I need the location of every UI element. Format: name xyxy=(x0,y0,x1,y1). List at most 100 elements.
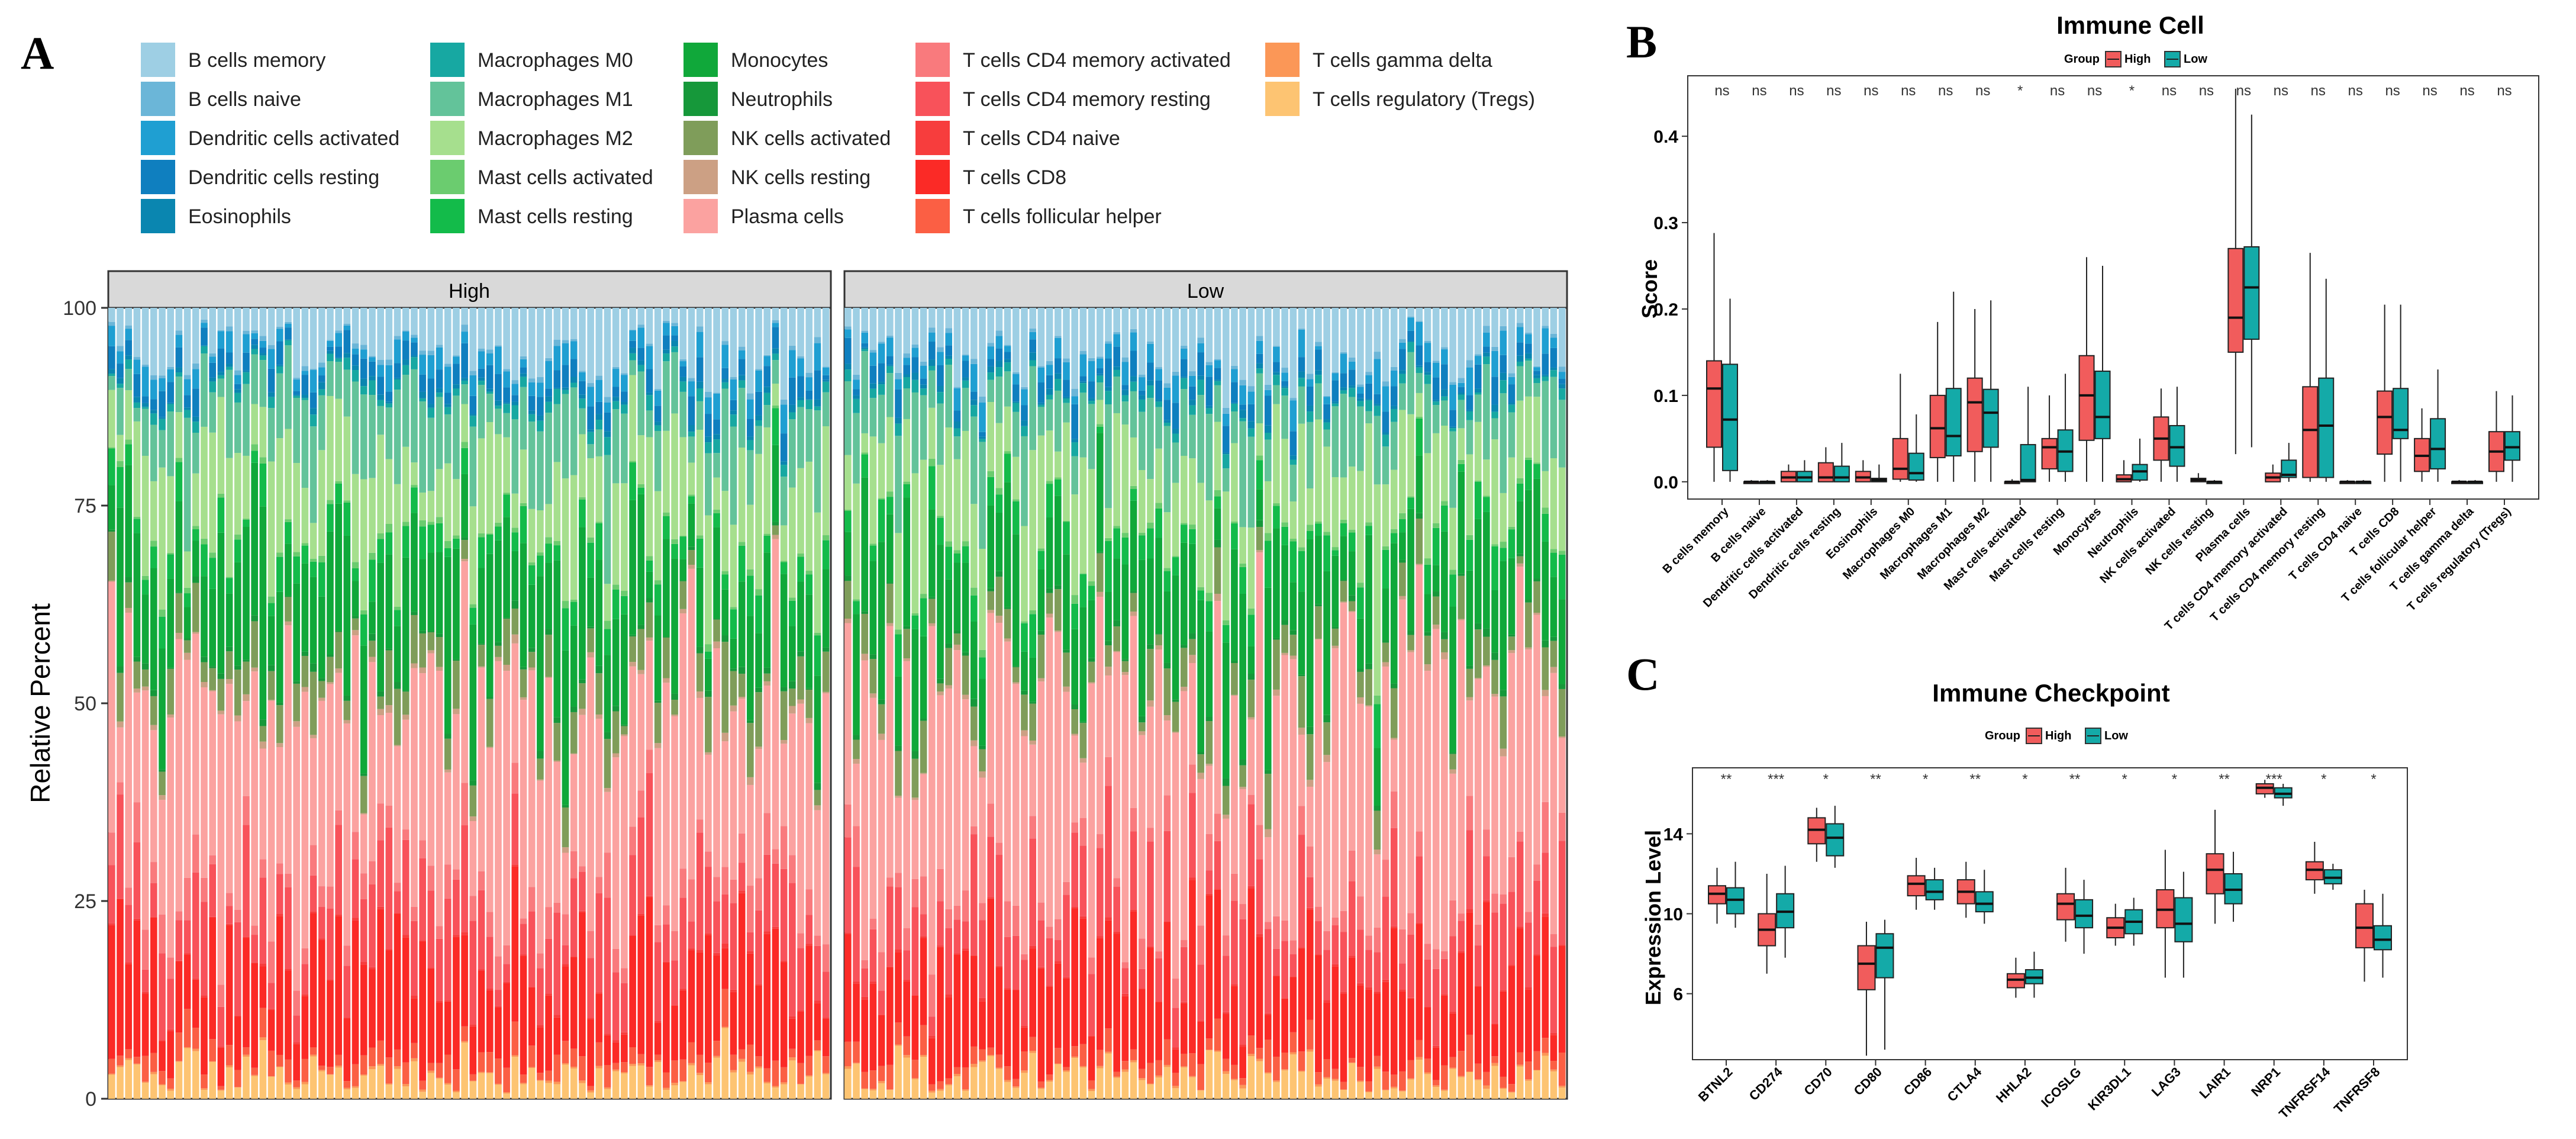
bar-segment-plasma-cells xyxy=(688,568,695,880)
bar-segment-t-cells-follicular-helper xyxy=(1424,1058,1432,1073)
bar-segment-macrophages-m1 xyxy=(570,387,578,475)
bar-segment-t-cells-gamma-delta xyxy=(1130,1060,1137,1063)
bar-segment-t-cells-follicular-helper xyxy=(1113,1072,1120,1077)
bar-segment-mast-cells-activated xyxy=(903,481,911,484)
bar-segment-nk-cells-activated xyxy=(730,671,737,706)
bar-segment-t-cells-cd4-memory-activated xyxy=(895,873,902,887)
bar-segment-macrophages-m1 xyxy=(117,388,124,435)
bar-segment-t-cells-regulatory-tregs xyxy=(436,1078,443,1099)
bar-segment-eosinophils xyxy=(167,403,175,404)
bar-segment-t-cells-gamma-delta xyxy=(679,1081,687,1082)
bar-segment-t-cells-cd8 xyxy=(869,983,877,1071)
bar-segment-dendritic-cells-activated xyxy=(469,375,477,396)
bar-segment-t-cells-regulatory-tregs xyxy=(1012,1087,1020,1099)
bar-segment-mast-cells-activated xyxy=(108,447,115,449)
bar-segment-b-cells-naive xyxy=(1306,374,1314,379)
box-lair1-low xyxy=(2224,851,2243,922)
bar-segment-mast-cells-resting xyxy=(911,615,919,629)
bar-segment-b-cells-memory xyxy=(285,308,292,322)
bar-segment-macrophages-m1 xyxy=(797,407,804,468)
bar-segment-t-cells-cd4-memory-resting xyxy=(1449,936,1456,1012)
bar-segment-macrophages-m2 xyxy=(730,525,737,607)
bar-segment-t-cells-cd8 xyxy=(713,955,720,1041)
bar-segment-macrophages-m1 xyxy=(1004,371,1011,407)
bar-segment-mast-cells-activated xyxy=(183,587,191,594)
bar-segment-neutrophils xyxy=(1264,770,1272,774)
bar-segment-eosinophils xyxy=(276,365,283,366)
bar-segment-macrophages-m1 xyxy=(318,395,325,451)
bar-segment-macrophages-m2 xyxy=(503,437,510,493)
bar-segment-mast-cells-resting xyxy=(1500,548,1507,561)
bar-segment-dendritic-cells-activated xyxy=(1130,332,1137,351)
bar-segment-macrophages-m0 xyxy=(612,401,620,410)
bar-segment-monocytes xyxy=(1231,549,1238,661)
bar-segment-t-cells-follicular-helper xyxy=(937,1081,944,1089)
bar-segment-t-cells-regulatory-tregs xyxy=(679,1082,687,1099)
bar-segment-mast-cells-activated xyxy=(1155,503,1162,509)
bar-segment-t-cells-follicular-helper xyxy=(267,1050,275,1076)
bar-segment-t-cells-cd8 xyxy=(1357,985,1364,1067)
bar-segment-t-cells-follicular-helper xyxy=(911,1060,919,1079)
box-nrp1-low xyxy=(2274,784,2293,806)
legend-item-eosinophils: Eosinophils xyxy=(141,199,291,233)
bar-segment-eosinophils xyxy=(553,388,561,390)
bar-segment-nk-cells-activated xyxy=(895,751,902,796)
bar-segment-t-cells-cd4-naive xyxy=(730,989,737,992)
bar-segment-nk-cells-resting xyxy=(394,745,401,747)
bar-segment-t-cells-cd4-memory-activated xyxy=(453,869,460,880)
bar-segment-t-cells-cd4-memory-activated xyxy=(343,945,351,966)
bar-segment-dendritic-cells-activated xyxy=(814,343,821,371)
bar-segment-monocytes xyxy=(1365,535,1372,664)
bar-segment-dendritic-cells-resting xyxy=(469,395,477,414)
bar-segment-t-cells-cd4-memory-resting xyxy=(987,836,994,897)
bar-segment-t-cells-regulatory-tregs xyxy=(604,1089,611,1099)
bar-segment-macrophages-m1 xyxy=(377,406,384,435)
bar-segment-t-cells-cd4-memory-resting xyxy=(979,920,986,998)
bar-segment-t-cells-regulatory-tregs xyxy=(612,1071,620,1099)
bar-segment-macrophages-m2 xyxy=(878,443,885,498)
legend-swatch xyxy=(915,199,950,233)
bar-segment-t-cells-cd4-memory-resting xyxy=(201,902,208,996)
bar-segment-t-cells-cd4-memory-resting xyxy=(789,883,796,1016)
bar-segment-dendritic-cells-resting xyxy=(251,339,258,345)
bar-segment-neutrophils xyxy=(1550,636,1558,641)
bar-segment-neutrophils xyxy=(1180,645,1188,648)
bar-segment-nk-cells-resting xyxy=(1348,611,1356,613)
bar-segment-mast-cells-resting xyxy=(293,556,300,584)
bar-segment-monocytes xyxy=(937,545,944,679)
bar-segment-dendritic-cells-resting xyxy=(1390,386,1398,406)
bar-segment-mast-cells-resting xyxy=(920,598,927,636)
bar-segment-macrophages-m1 xyxy=(822,392,830,426)
bar-segment-mast-cells-activated xyxy=(1079,573,1087,574)
bar-segment-macrophages-m1 xyxy=(953,436,961,459)
bar-segment-dendritic-cells-activated xyxy=(478,351,485,369)
bar-segment-t-cells-gamma-delta xyxy=(646,1085,653,1087)
bar-segment-eosinophils xyxy=(861,347,869,349)
bar-segment-monocytes xyxy=(789,626,796,681)
bar-segment-macrophages-m1 xyxy=(394,390,401,484)
bar-segment-mast-cells-activated xyxy=(394,606,401,610)
bar-segment-mast-cells-resting xyxy=(970,595,978,622)
bar-segment-t-cells-cd4-naive xyxy=(920,936,927,938)
bar-segment-mast-cells-activated xyxy=(537,552,544,556)
bar-segment-macrophages-m0 xyxy=(570,382,578,388)
bar-segment-mast-cells-activated xyxy=(1239,563,1246,567)
bar-segment-mast-cells-resting xyxy=(646,560,653,572)
bar-segment-nk-cells-resting xyxy=(797,699,804,704)
bar-segment-t-cells-cd4-memory-activated xyxy=(545,907,552,939)
bar-segment-monocytes xyxy=(1550,577,1558,637)
bar-segment-mast-cells-activated xyxy=(1533,462,1540,464)
bar-segment-t-cells-cd4-memory-resting xyxy=(251,935,258,963)
bar-segment-nk-cells-activated xyxy=(1466,668,1474,697)
bar-segment-macrophages-m0 xyxy=(495,406,502,409)
bar-segment-t-cells-cd4-naive xyxy=(1458,951,1465,953)
bar-segment-nk-cells-activated xyxy=(377,696,384,709)
bar-segment-t-cells-cd4-memory-activated xyxy=(987,803,994,837)
bar-segment-eosinophils xyxy=(411,355,418,358)
bar-segment-macrophages-m2 xyxy=(1500,493,1507,542)
bar-segment-t-cells-cd4-memory-resting xyxy=(1416,856,1423,923)
bar-segment-t-cells-cd4-memory-resting xyxy=(705,867,712,934)
bar-segment-macrophages-m0 xyxy=(478,381,485,385)
bar-segment-neutrophils xyxy=(175,592,183,594)
bar-segment-plasma-cells xyxy=(713,648,720,877)
